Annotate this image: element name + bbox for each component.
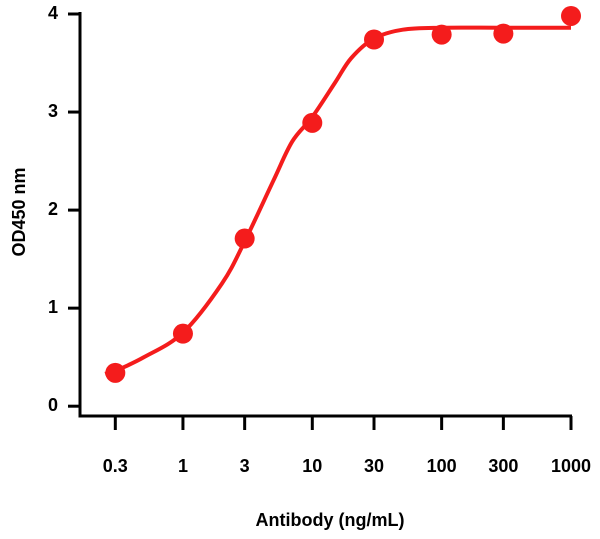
x-tick-label: 1 xyxy=(178,456,188,476)
x-tick-label: 3 xyxy=(240,456,250,476)
x-tick-label: 0.3 xyxy=(103,456,128,476)
fit-curve xyxy=(104,25,571,376)
y-tick-label: 0 xyxy=(48,395,58,415)
x-tick-label: 30 xyxy=(364,456,384,476)
y-tick-label: 4 xyxy=(48,3,58,23)
data-point xyxy=(561,5,581,26)
x-tick-label: 1000 xyxy=(551,456,591,476)
data-point xyxy=(234,228,255,249)
data-point xyxy=(302,112,323,133)
y-tick-label: 2 xyxy=(48,199,58,219)
x-axis-title: Antibody (ng/mL) xyxy=(256,510,405,530)
x-tick-label: 10 xyxy=(302,456,322,476)
y-tick-label: 1 xyxy=(48,297,58,317)
x-tick-label: 100 xyxy=(427,456,457,476)
data-point xyxy=(105,362,126,383)
data-point xyxy=(493,23,514,44)
data-point xyxy=(364,29,385,50)
data-point xyxy=(172,323,193,344)
x-tick-label: 300 xyxy=(488,456,518,476)
y-tick-label: 3 xyxy=(48,101,58,121)
y-axis-title: OD450 nm xyxy=(9,167,29,256)
data-point xyxy=(431,24,452,45)
